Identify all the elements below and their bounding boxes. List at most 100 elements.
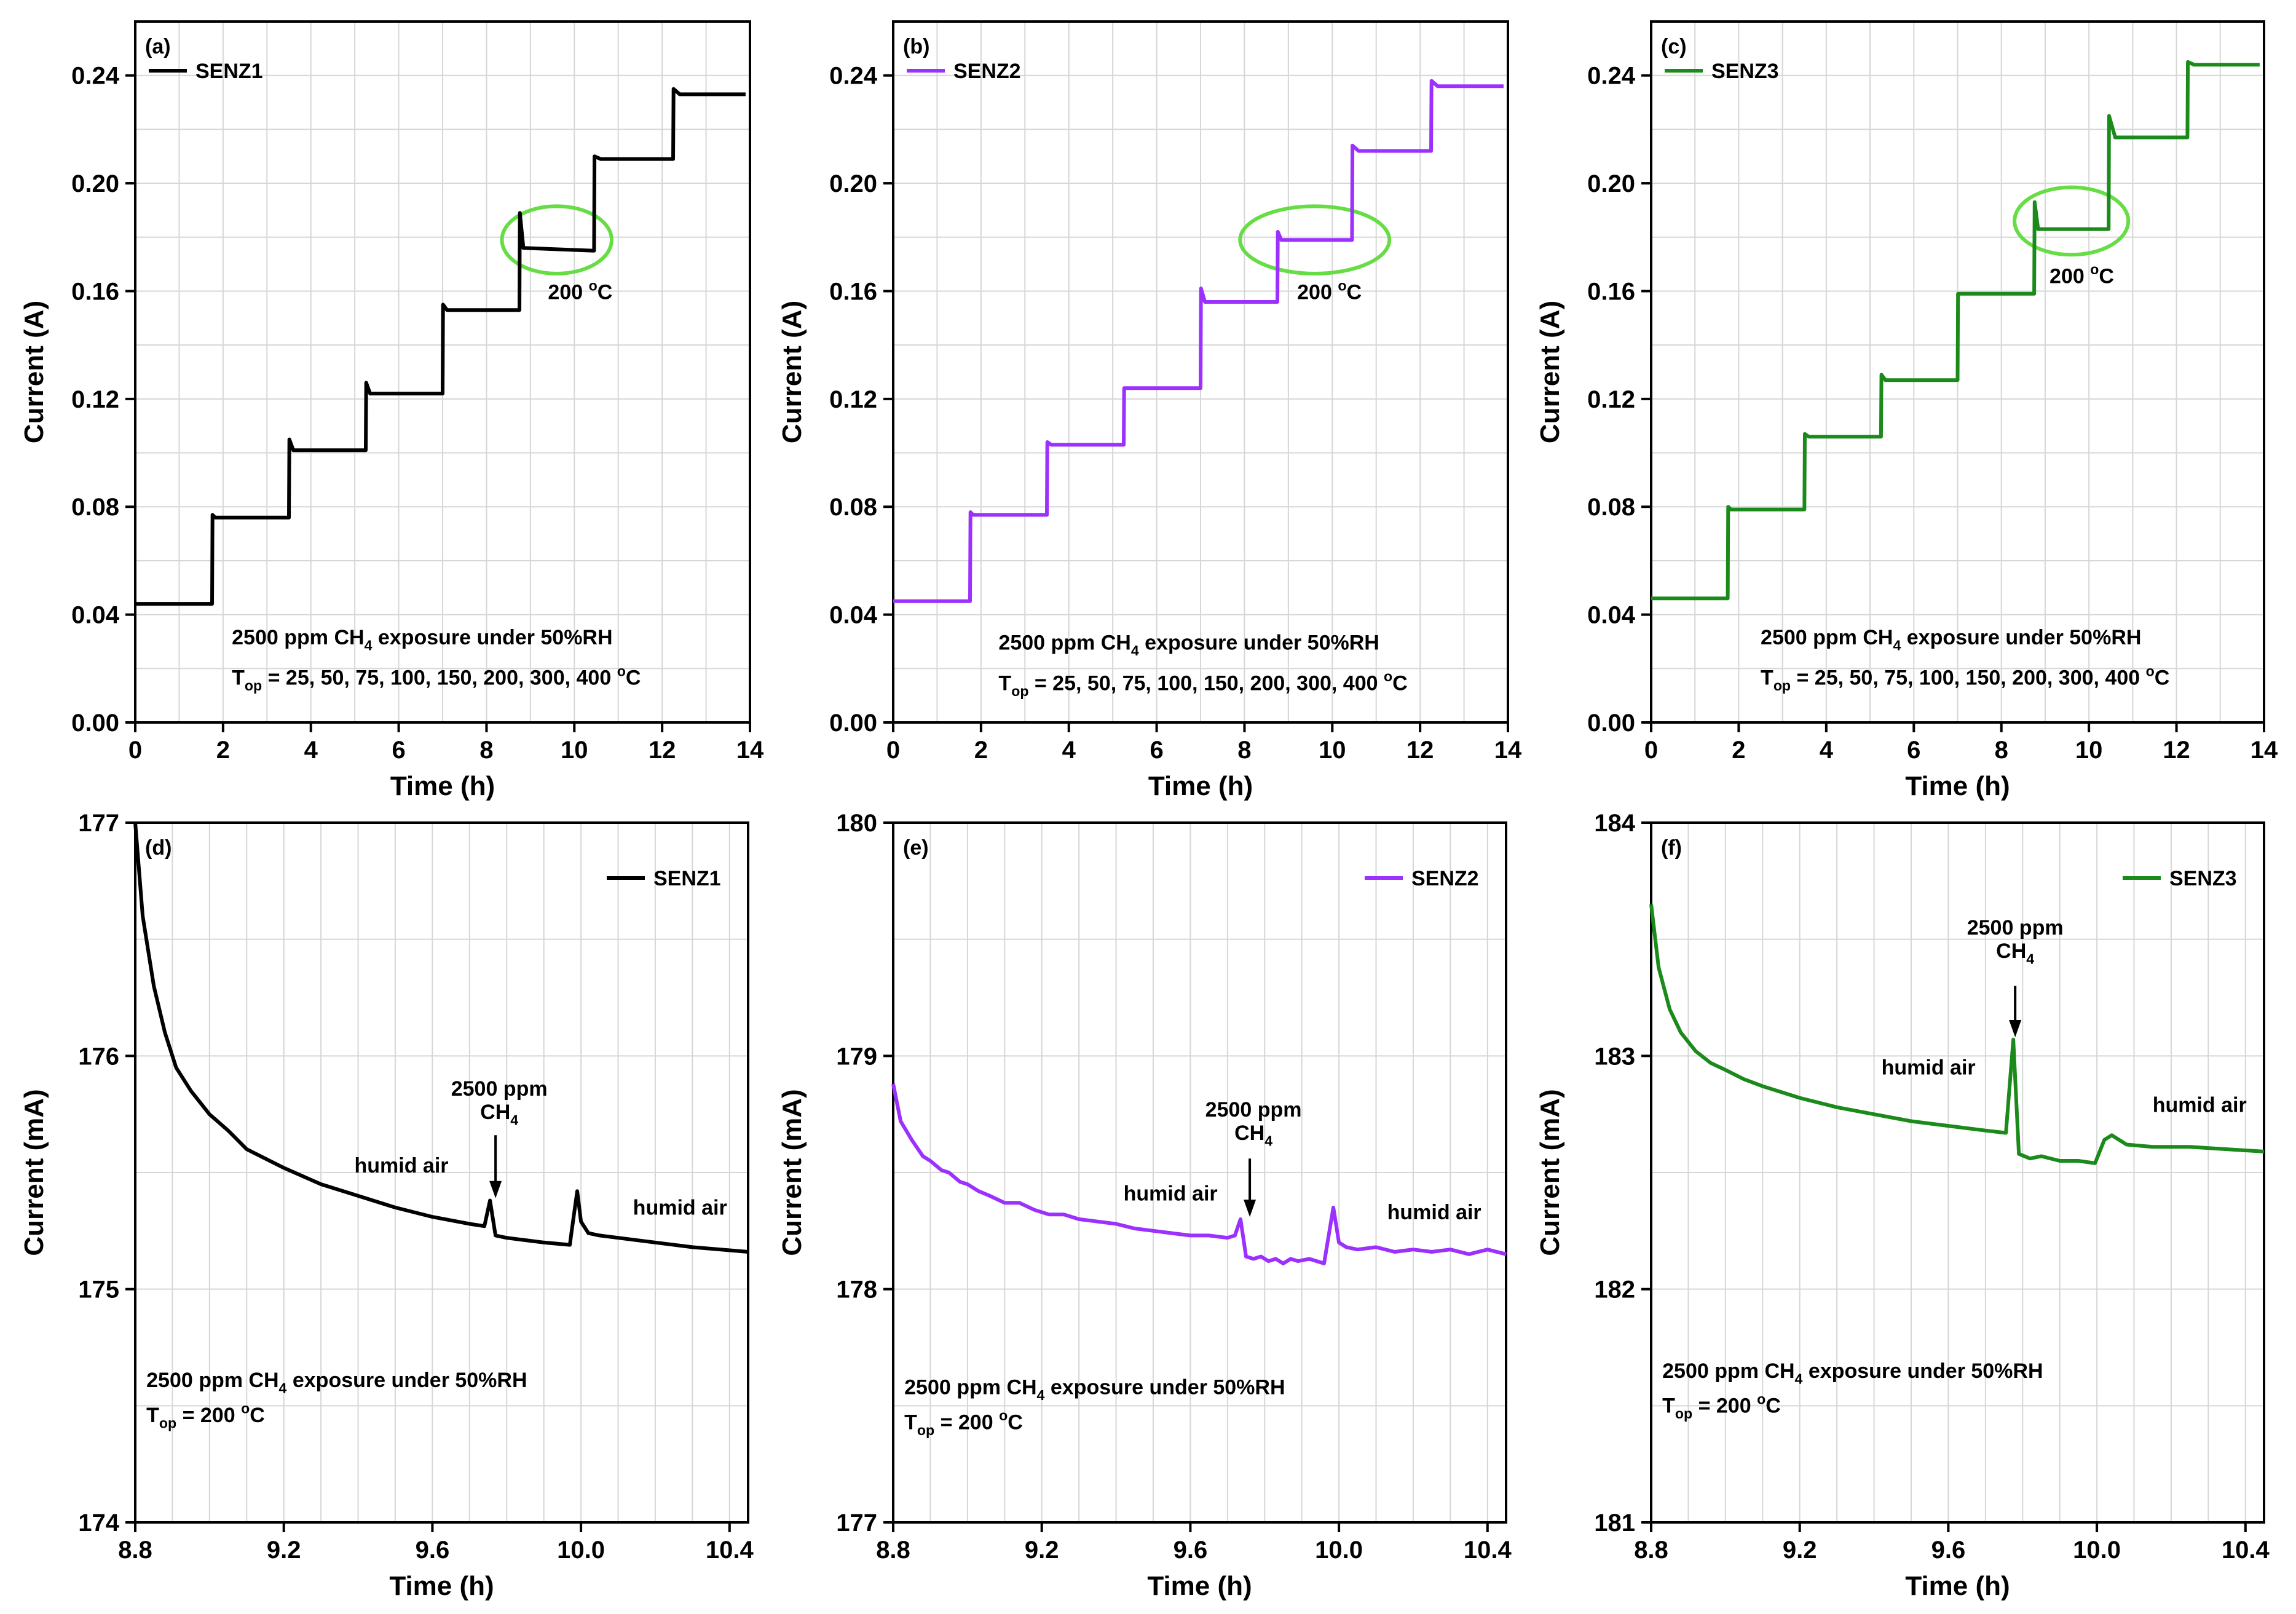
y-tick-label: 0.00 <box>829 710 877 737</box>
y-tick-label: 0.08 <box>71 494 119 521</box>
x-tick-label: 8.8 <box>1634 1537 1668 1564</box>
x-tick-label: 6 <box>1150 737 1163 764</box>
annotation-text: 2500 ppm CH4 exposure under 50%RH <box>146 1369 527 1396</box>
plot-frame <box>892 20 1509 724</box>
y-tick-label: 174 <box>78 1509 119 1537</box>
x-tick-label: 2 <box>1732 737 1745 764</box>
x-tick-label: 4 <box>1820 737 1834 764</box>
y-tick-label: 0.16 <box>71 278 119 305</box>
y-tick-label: 0.04 <box>71 602 120 629</box>
legend-label: SENZ2 <box>953 60 1021 83</box>
legend-label: SENZ3 <box>2169 867 2237 890</box>
annotation-text: Top = 200 oC <box>146 1401 265 1431</box>
y-axis-label: Current (A) <box>19 301 49 443</box>
highlight-ellipse <box>500 204 614 275</box>
panel-label: (b) <box>903 35 929 58</box>
x-tick-label: 8.8 <box>118 1537 152 1564</box>
y-tick-label: 176 <box>78 1043 119 1070</box>
panel-label: (c) <box>1661 35 1687 58</box>
x-axis-label: Time (h) <box>1905 1571 2010 1601</box>
panel-label: (e) <box>903 836 929 860</box>
y-axis-label: Current (mA) <box>1535 1089 1565 1256</box>
y-tick-label: 0.24 <box>71 63 120 90</box>
x-tick-label: 14 <box>1494 737 1522 764</box>
y-tick-label: 0.00 <box>1587 710 1635 737</box>
x-tick-label: 8 <box>1995 737 2008 764</box>
y-tick-label: 0.04 <box>1587 602 1636 629</box>
x-tick-label: 10 <box>1319 737 1346 764</box>
y-tick-label: 180 <box>836 810 877 837</box>
annotation-text: 2500 ppm CH4 exposure under 50%RH <box>1662 1359 2043 1387</box>
x-tick-label: 8 <box>479 737 493 764</box>
legend-label: SENZ2 <box>1411 867 1479 890</box>
legend-label: SENZ3 <box>1711 60 1779 83</box>
x-tick-label: 10 <box>2075 737 2103 764</box>
y-tick-label: 0.04 <box>829 602 878 629</box>
annotation-text: 2500 ppm <box>1205 1098 1302 1121</box>
panel-label: (a) <box>145 35 171 58</box>
x-tick-label: 14 <box>2251 737 2278 764</box>
x-tick-label: 8.8 <box>876 1537 910 1564</box>
x-tick-label: 0 <box>128 737 142 764</box>
y-tick-label: 0.08 <box>1587 494 1635 521</box>
chart-panel-4: 8.8 9.2 9.6 10.0 10.4 174 175 176 177 Time (h) Cur… <box>19 810 754 1601</box>
x-axis-label: Time (h) <box>1148 771 1253 801</box>
y-axis-label: Current (A) <box>777 301 807 443</box>
y-tick-label: 0.00 <box>71 710 119 737</box>
y-axis-label: Current (mA) <box>777 1089 807 1256</box>
plot-frame <box>892 821 1507 1524</box>
annotation-text: Top = 25, 50, 75, 100, 150, 200, 300, 40… <box>232 663 641 694</box>
y-tick-label: 0.16 <box>829 278 877 305</box>
x-tick-label: 10.4 <box>1464 1537 1512 1564</box>
x-tick-label: 9.2 <box>267 1537 301 1564</box>
x-tick-label: 10.0 <box>2073 1537 2121 1564</box>
x-tick-label: 9.2 <box>1783 1537 1817 1564</box>
annotation-text: humid air <box>2153 1093 2247 1117</box>
y-tick-label: 179 <box>836 1043 877 1070</box>
annotation-text: 200 oC <box>1297 277 1362 304</box>
chart-panel-2: 0 2 4 6 8 10 12 14 0.00 0.04 0.08 0.12 0.16 0.20 0.24 T… <box>777 20 1522 801</box>
x-axis-label: Time (h) <box>389 1571 494 1601</box>
annotation-text: 2500 ppm CH4 exposure under 50%RH <box>998 631 1379 659</box>
annotation-arrowhead <box>489 1181 502 1198</box>
y-tick-label: 0.20 <box>829 170 877 197</box>
x-tick-label: 9.6 <box>416 1537 450 1564</box>
annotation-text: CH4 <box>480 1101 518 1128</box>
annotation-text: 2500 ppm <box>1967 916 2064 940</box>
x-tick-label: 6 <box>392 737 405 764</box>
highlight-ellipse <box>2013 185 2131 257</box>
series-line-senz3 <box>1649 904 2265 1165</box>
annotation-text: 2500 ppm CH4 exposure under 50%RH <box>1761 626 2141 654</box>
panel-label: (d) <box>145 836 172 860</box>
chart-panel-1: 0 2 4 6 8 10 12 14 0.00 0.04 0.08 0.12 0.16 0.20 0.24 T… <box>19 20 764 801</box>
y-tick-label: 0.20 <box>71 170 119 197</box>
y-tick-label: 0.12 <box>1587 386 1635 413</box>
y-tick-label: 0.08 <box>829 494 877 521</box>
y-tick-label: 177 <box>836 1509 877 1537</box>
legend-label: SENZ1 <box>195 60 263 83</box>
chart-panel-3: 0 2 4 6 8 10 12 14 0.00 0.04 0.08 0.12 0.16 0.20 0.24 T… <box>1535 20 2278 801</box>
y-tick-label: 182 <box>1594 1276 1635 1303</box>
x-tick-label: 10.4 <box>2222 1537 2270 1564</box>
x-tick-label: 4 <box>1062 737 1076 764</box>
y-tick-label: 0.20 <box>1587 170 1635 197</box>
y-tick-label: 0.12 <box>71 386 119 413</box>
x-tick-label: 12 <box>2163 737 2190 764</box>
plot-frame <box>134 821 749 1524</box>
plot-frame <box>134 20 751 724</box>
series-line-senz1 <box>135 87 746 606</box>
highlight-ellipse <box>1238 204 1392 275</box>
y-tick-label: 0.16 <box>1587 278 1635 305</box>
x-tick-label: 10 <box>561 737 588 764</box>
x-tick-label: 12 <box>649 737 676 764</box>
y-tick-label: 0.24 <box>829 63 878 90</box>
legend-label: SENZ1 <box>653 867 721 890</box>
annotation-arrowhead <box>2009 1019 2022 1037</box>
y-tick-label: 183 <box>1594 1043 1635 1070</box>
x-tick-label: 6 <box>1907 737 1920 764</box>
x-tick-label: 2 <box>974 737 988 764</box>
y-axis-label: Current (mA) <box>19 1089 49 1256</box>
annotation-text: 200 oC <box>548 277 612 304</box>
annotation-text: CH4 <box>1234 1121 1272 1149</box>
